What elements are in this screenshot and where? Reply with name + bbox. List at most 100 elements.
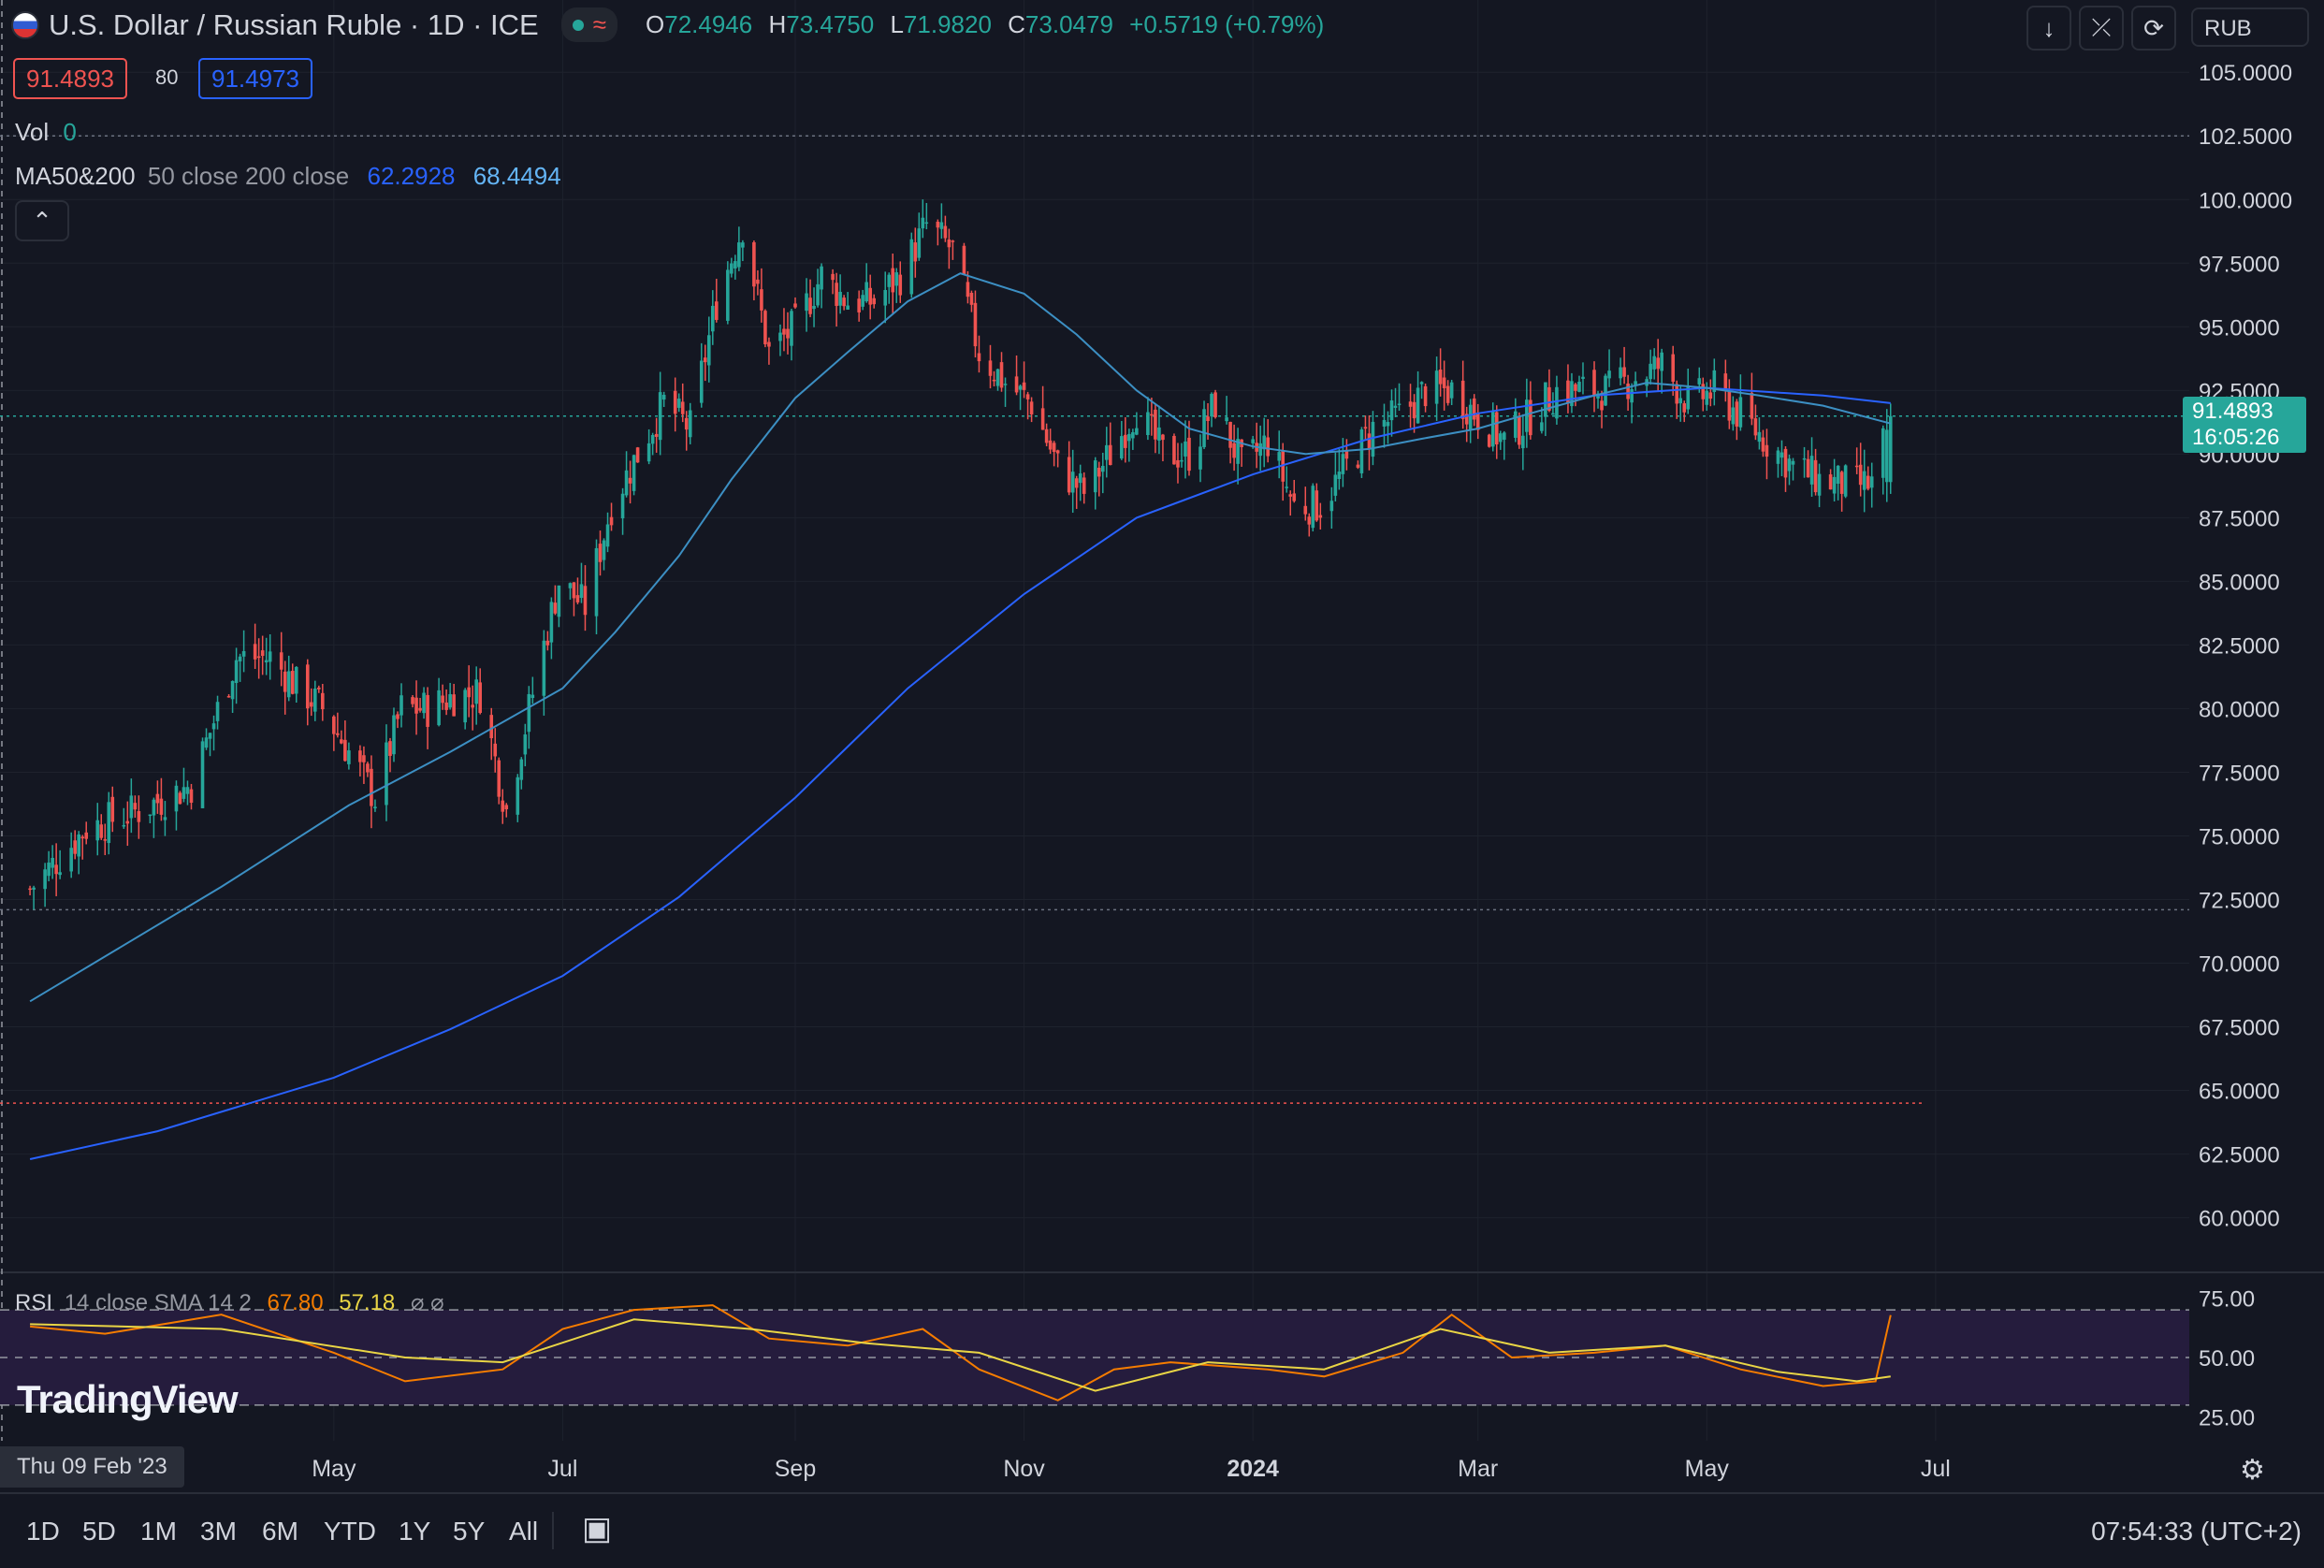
candle-body — [1881, 428, 1885, 478]
candle-body — [95, 820, 100, 841]
volume-legend[interactable]: Vol 0 — [15, 118, 77, 146]
candle-body — [1494, 412, 1499, 445]
candle-body — [253, 644, 257, 660]
candle-body — [1813, 459, 1818, 493]
candle-body — [305, 664, 310, 709]
candle-body — [913, 242, 918, 262]
candle-body — [426, 694, 429, 727]
symbol-title[interactable]: U.S. Dollar / Russian Ruble · 1D · ICE — [49, 7, 539, 41]
candle-body — [921, 217, 925, 229]
candle-body — [1600, 400, 1604, 411]
candle-body — [1198, 446, 1202, 470]
candle-body — [519, 759, 524, 780]
candle-body — [706, 335, 711, 366]
candle-body — [1225, 417, 1228, 422]
candle-body — [1419, 382, 1424, 385]
candle-body — [1014, 376, 1019, 393]
candle-body — [1386, 422, 1390, 427]
candle-body — [1266, 437, 1270, 457]
candle-body — [999, 362, 1004, 388]
candle-body — [1412, 401, 1416, 419]
range-3m[interactable]: 3M — [200, 1517, 237, 1546]
y-tick-label: 75.0000 — [2199, 824, 2280, 849]
candle-body — [230, 680, 235, 700]
candle-body — [452, 694, 456, 717]
candle-body — [189, 789, 194, 804]
range-5y[interactable]: 5Y — [453, 1517, 486, 1546]
candle-body — [1757, 431, 1762, 443]
candle-body — [1329, 501, 1334, 512]
candle-body — [99, 824, 104, 838]
candle-body — [673, 390, 677, 414]
candle-body — [58, 872, 62, 876]
toolbar-divider — [552, 1512, 554, 1549]
ma200-line — [29, 386, 1891, 1160]
y-tick-label: 72.5000 — [2199, 888, 2280, 913]
range-ytd[interactable]: YTD — [324, 1517, 376, 1546]
candle-body — [917, 228, 922, 258]
candle-body — [1750, 392, 1754, 419]
candle-body — [1540, 422, 1544, 431]
candle-body — [1776, 450, 1780, 464]
candle-body — [1809, 456, 1814, 485]
collapse-icon[interactable]: ⤫ — [2079, 6, 2124, 51]
candle-body — [418, 707, 422, 711]
candle-body — [478, 682, 483, 714]
candle-body — [1363, 427, 1368, 429]
rsi-tick-label: 25.00 — [2199, 1406, 2255, 1431]
candle-body — [1464, 414, 1469, 425]
candle-body — [1423, 385, 1428, 407]
candle-body — [54, 864, 58, 875]
candle-body — [1367, 433, 1372, 449]
candle-body — [831, 273, 835, 281]
currency-select[interactable]: RUB — [2191, 7, 2309, 47]
range-all[interactable]: All — [509, 1517, 539, 1546]
candle-body — [1154, 409, 1157, 440]
market-status[interactable]: ≈ — [560, 7, 617, 42]
range-5d[interactable]: 5D — [82, 1517, 116, 1546]
sell-button[interactable]: 91.4893 — [13, 58, 127, 99]
candle-body — [332, 716, 336, 734]
calendar-goto-icon[interactable]: ▣ — [582, 1511, 613, 1546]
candle-body — [1660, 352, 1663, 371]
candle-body — [661, 395, 666, 400]
candle-body — [1052, 443, 1056, 452]
ma-legend[interactable]: MA50&200 50 close 200 close 62.2928 68.4… — [15, 162, 561, 190]
candle-body — [1281, 451, 1285, 482]
candle-body — [1120, 436, 1124, 459]
candle-body — [1656, 357, 1660, 370]
candle-body — [1202, 409, 1206, 447]
range-1m[interactable]: 1M — [140, 1517, 177, 1546]
candle-body — [1802, 457, 1807, 460]
range-1y[interactable]: 1Y — [399, 1517, 431, 1546]
y-tick-label: 102.5000 — [2199, 124, 2292, 150]
refresh-icon[interactable]: ⟳ — [2131, 6, 2176, 51]
range-1d[interactable]: 1D — [26, 1517, 60, 1546]
candle-body — [290, 671, 295, 694]
buy-button[interactable]: 91.4973 — [198, 58, 312, 99]
candle-body — [84, 832, 89, 839]
rsi-legend[interactable]: RSI 14 close SMA 14 2 67.80 57.18 ⌀ ⌀ — [15, 1290, 444, 1315]
candle-body — [1738, 397, 1743, 428]
candle-body — [441, 695, 444, 704]
settings-gear-icon[interactable]: ⚙ — [2240, 1455, 2265, 1486]
candle-body — [575, 595, 580, 603]
candle-body — [598, 544, 603, 562]
y-tick-label: 65.0000 — [2199, 1080, 2280, 1105]
clock[interactable]: 07:54:33 (UTC+2) — [2091, 1517, 2302, 1546]
candle-body — [1783, 448, 1788, 478]
candle-body — [1285, 486, 1289, 488]
candle-body — [1344, 449, 1349, 459]
candle-body — [992, 379, 996, 382]
y-tick-label: 62.5000 — [2199, 1143, 2280, 1169]
range-6m[interactable]: 6M — [262, 1517, 298, 1546]
candle-body — [1442, 377, 1446, 388]
candle-body — [1161, 434, 1165, 441]
tradingview-logo: TradingView — [17, 1377, 239, 1421]
arrow-down-icon[interactable]: ↓ — [2026, 6, 2071, 51]
candle-body — [497, 760, 501, 797]
candle-body — [523, 734, 528, 755]
collapse-legend-button[interactable]: ⌃ — [15, 200, 69, 241]
candle-body — [174, 785, 179, 812]
